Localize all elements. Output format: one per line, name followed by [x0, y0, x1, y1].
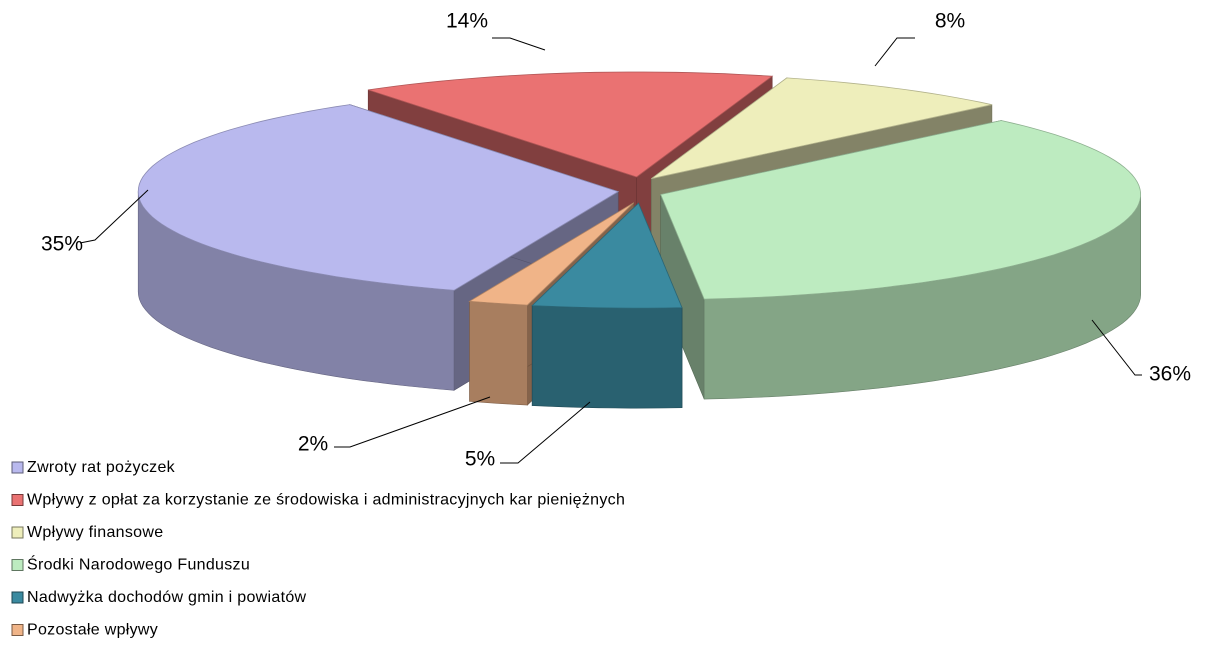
legend-label: Środki Narodowego Funduszu [27, 555, 250, 574]
legend-swatch [11, 461, 24, 474]
legend-label: Nadwyżka dochodów gmin i powiatów [27, 589, 307, 606]
leader-line [492, 37, 546, 51]
legend-label: Wpływy z opłat za korzystanie ze środowi… [27, 492, 625, 509]
legend-label: Pozostałe wpływy [27, 622, 158, 639]
data-label: 2% [298, 433, 328, 456]
slice-top [468, 202, 635, 306]
leader-line [79, 189, 149, 244]
legend-swatch [11, 494, 24, 506]
data-label: 35% [41, 233, 83, 256]
leader-line [1091, 319, 1142, 376]
pie-slice [531, 202, 683, 409]
legend-swatch [11, 559, 24, 571]
slice-top [137, 104, 620, 291]
slice-top [660, 120, 1141, 300]
leader-line [334, 396, 491, 448]
legend-label: Wpływy finansowe [27, 524, 163, 541]
slice-top [368, 71, 774, 178]
data-label: 14% [446, 10, 488, 33]
legend-label: Zwroty rat pożyczek [27, 459, 176, 476]
leader-line [500, 401, 591, 464]
slice-top [651, 77, 992, 180]
data-label: 8% [935, 10, 965, 33]
slice-side [531, 305, 683, 409]
legend-swatch [11, 591, 24, 604]
legend-swatch [11, 624, 24, 636]
slice-side [469, 300, 528, 406]
data-label: 36% [1149, 363, 1191, 386]
legend-swatch [11, 526, 24, 539]
data-label: 5% [465, 448, 495, 471]
pie-slice [660, 120, 1141, 400]
slice-top [531, 202, 683, 309]
leader-line [874, 37, 915, 67]
